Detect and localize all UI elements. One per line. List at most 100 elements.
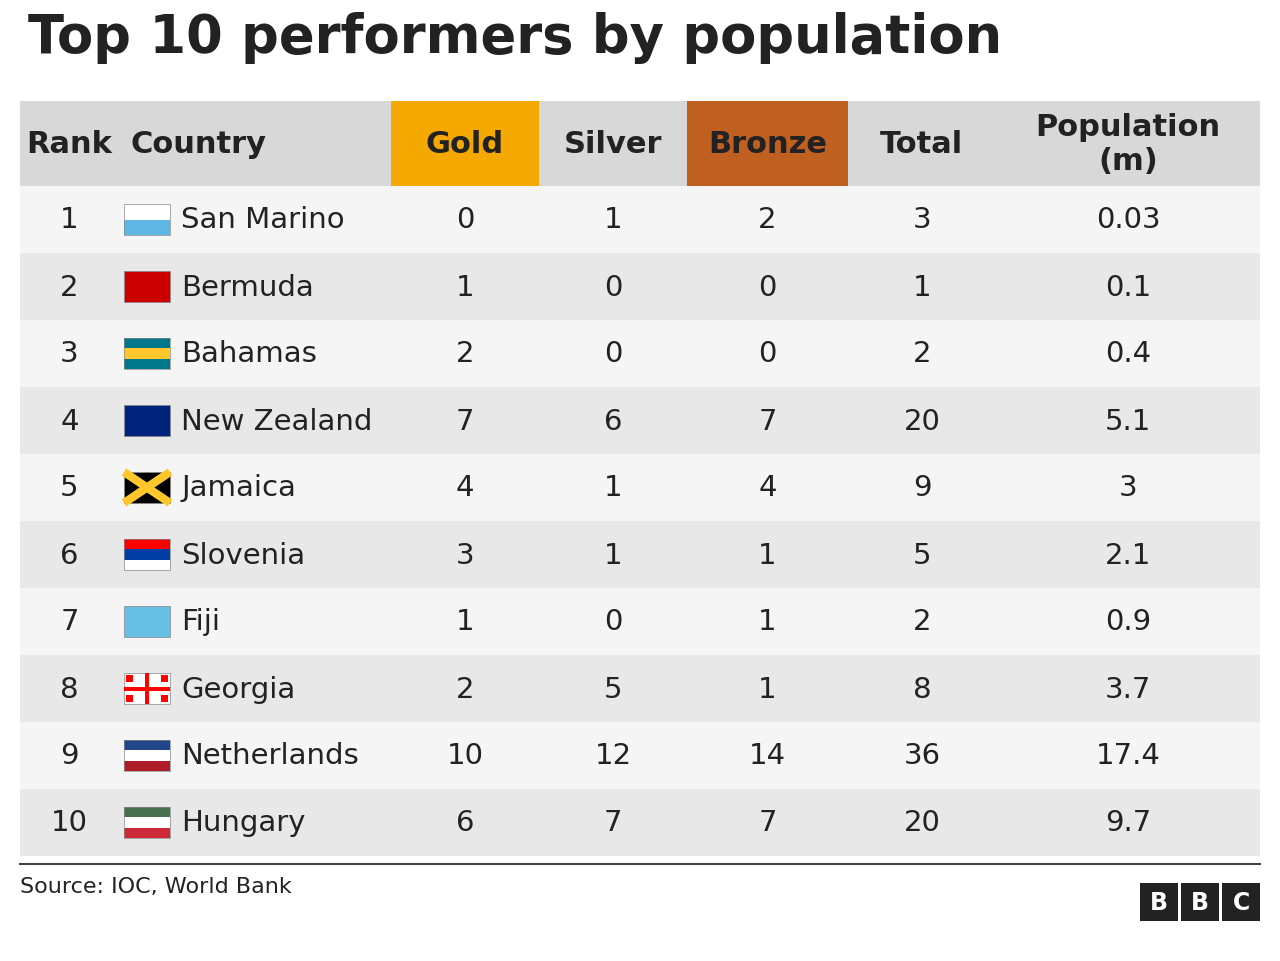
Text: Bahamas: Bahamas [180, 340, 317, 368]
Text: 5: 5 [604, 675, 622, 702]
Text: 4: 4 [758, 474, 777, 502]
Text: 4: 4 [60, 407, 79, 435]
Text: Jamaica: Jamaica [180, 474, 296, 502]
Text: 14: 14 [749, 742, 786, 770]
Bar [124, 740, 170, 771]
Text: 0: 0 [758, 273, 777, 301]
Text: 5: 5 [60, 474, 79, 502]
Bar [124, 205, 170, 235]
Bar [124, 761, 170, 771]
Text: 7: 7 [456, 407, 475, 435]
Bar [20, 522, 1260, 588]
Bar [20, 186, 1260, 254]
Bar [20, 254, 1260, 321]
Text: 0: 0 [604, 340, 622, 368]
Text: 9: 9 [913, 474, 932, 502]
Text: 1: 1 [604, 474, 622, 502]
Bar [1140, 883, 1178, 921]
Text: 1: 1 [758, 675, 777, 702]
Text: 3: 3 [1119, 474, 1138, 502]
Text: Country: Country [131, 130, 268, 159]
Bar [161, 676, 168, 682]
Bar [124, 560, 170, 571]
Text: 0: 0 [456, 207, 474, 234]
Text: 2: 2 [913, 340, 932, 368]
Text: 7: 7 [758, 407, 777, 435]
Text: 9: 9 [60, 742, 79, 770]
Text: 0: 0 [758, 340, 777, 368]
Bar [161, 695, 168, 702]
Text: 3: 3 [456, 541, 475, 569]
Text: 0.1: 0.1 [1105, 273, 1151, 301]
Text: 2: 2 [913, 608, 932, 636]
Bar [124, 338, 170, 349]
Text: 1: 1 [456, 273, 475, 301]
Text: 6: 6 [604, 407, 622, 435]
Text: Netherlands: Netherlands [180, 742, 358, 770]
Text: 6: 6 [456, 808, 475, 837]
Text: 0.9: 0.9 [1105, 608, 1151, 636]
Text: 1: 1 [604, 207, 622, 234]
Bar [124, 550, 170, 560]
Text: 10: 10 [447, 742, 484, 770]
Text: 1: 1 [758, 541, 777, 569]
Bar [20, 588, 1260, 655]
Bar [124, 807, 170, 818]
Text: B: B [1190, 890, 1210, 914]
Text: San Marino: San Marino [180, 207, 344, 234]
Text: Population
(m): Population (m) [1036, 113, 1221, 176]
Text: 7: 7 [604, 808, 622, 837]
Bar [124, 539, 170, 550]
Text: 2: 2 [456, 340, 475, 368]
Bar [124, 272, 170, 303]
Text: 3: 3 [60, 340, 79, 368]
Text: Bronze: Bronze [708, 130, 827, 159]
Bar [125, 676, 133, 682]
Text: Slovenia: Slovenia [180, 541, 305, 569]
Text: C: C [1233, 890, 1249, 914]
Bar [20, 387, 1260, 455]
Text: B: B [1149, 890, 1169, 914]
Bar [687, 102, 849, 186]
Bar [145, 674, 148, 704]
Bar [124, 473, 170, 504]
Text: 2: 2 [758, 207, 777, 234]
Bar [124, 740, 170, 751]
Bar [124, 751, 170, 761]
Text: 17.4: 17.4 [1096, 742, 1161, 770]
Text: 10: 10 [51, 808, 88, 837]
Text: 8: 8 [913, 675, 932, 702]
Bar [124, 807, 170, 838]
Text: 4: 4 [456, 474, 475, 502]
Text: Bermuda: Bermuda [180, 273, 314, 301]
Text: 20: 20 [904, 808, 941, 837]
Text: New Zealand: New Zealand [180, 407, 372, 435]
Text: 1: 1 [60, 207, 79, 234]
Text: Total: Total [881, 130, 964, 159]
Text: 2.1: 2.1 [1105, 541, 1151, 569]
Text: 36: 36 [904, 742, 941, 770]
Text: Georgia: Georgia [180, 675, 296, 702]
Text: 7: 7 [758, 808, 777, 837]
Text: 3: 3 [913, 207, 932, 234]
Bar [20, 455, 1260, 522]
Text: 5: 5 [913, 541, 932, 569]
Text: Top 10 performers by population: Top 10 performers by population [28, 12, 1002, 64]
Text: Fiji: Fiji [180, 608, 220, 636]
Text: Rank: Rank [27, 130, 113, 159]
Text: 0.4: 0.4 [1105, 340, 1151, 368]
Text: 0: 0 [604, 608, 622, 636]
Bar [124, 674, 170, 704]
Text: Silver: Silver [563, 130, 662, 159]
Bar [124, 827, 170, 838]
Bar [390, 102, 539, 186]
Bar [124, 205, 170, 220]
Bar [124, 349, 170, 359]
Text: 12: 12 [594, 742, 631, 770]
Text: 2: 2 [456, 675, 475, 702]
Text: 2: 2 [60, 273, 79, 301]
Bar [124, 338, 170, 370]
Bar [124, 359, 170, 370]
Bar [20, 723, 1260, 789]
Bar [20, 789, 1260, 856]
